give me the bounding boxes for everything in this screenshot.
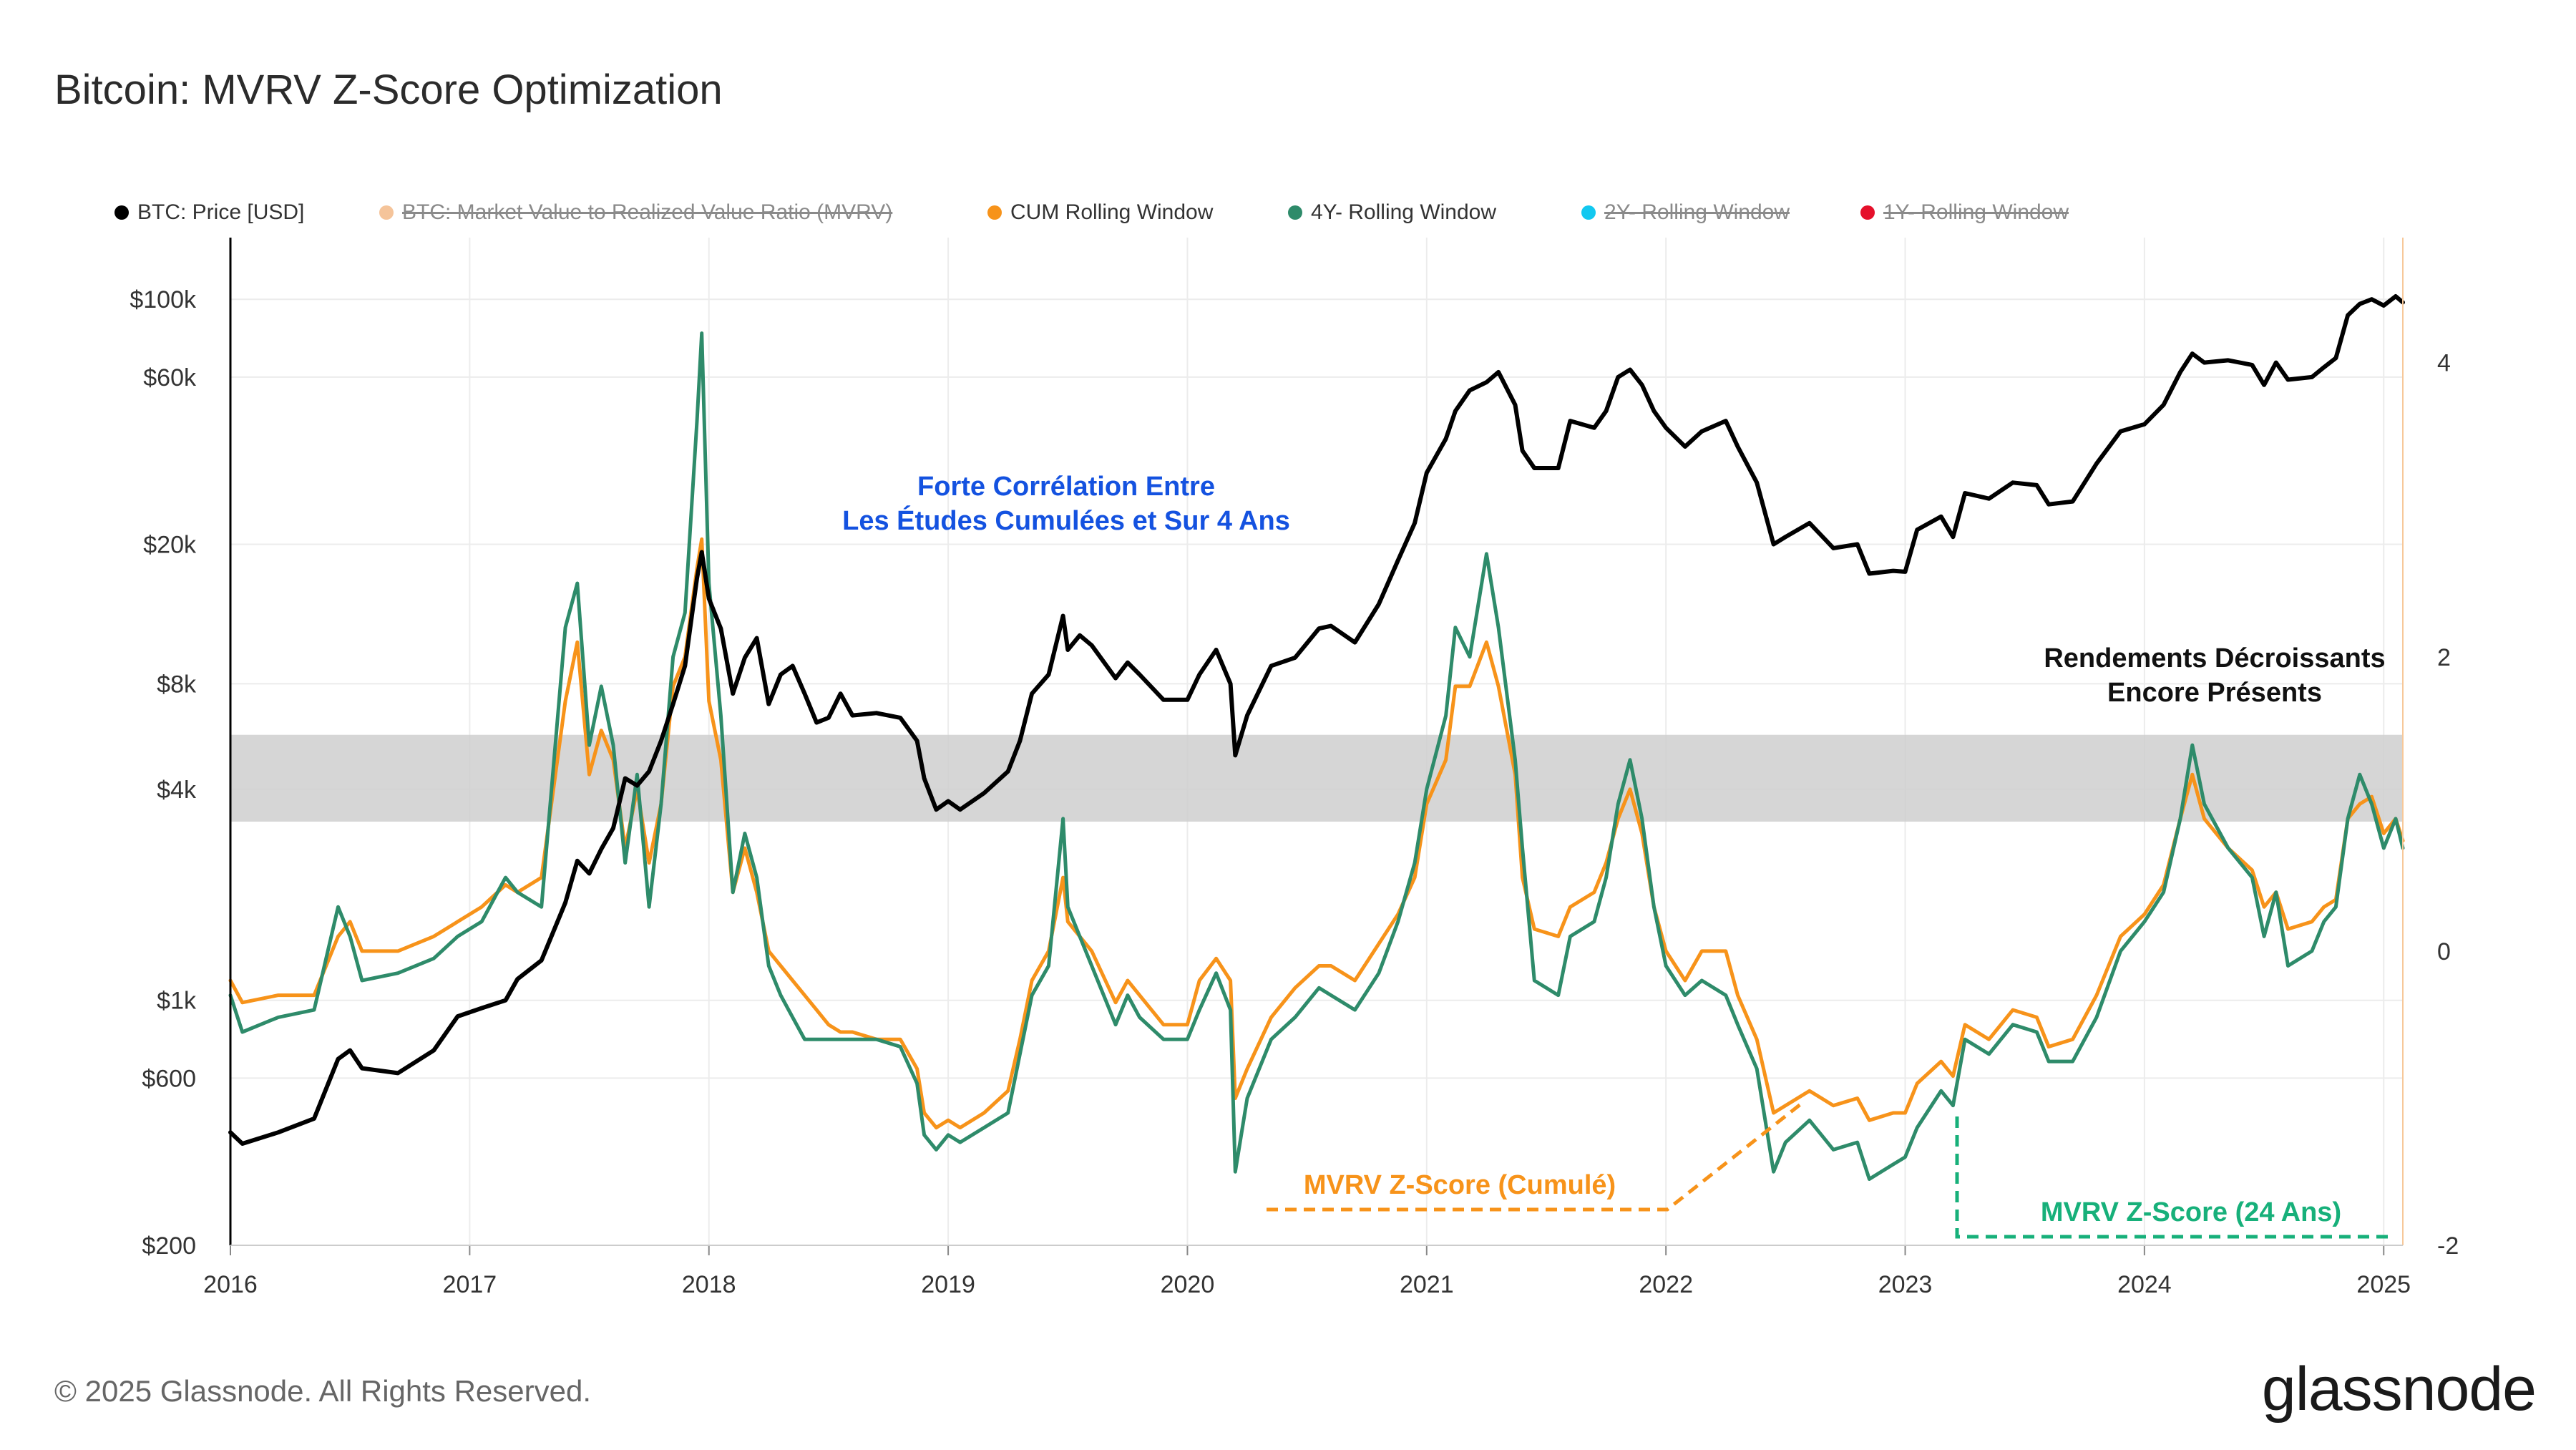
y-left-tick-label: $8k — [157, 671, 197, 698]
glassnode-logo[interactable]: glassnode — [2261, 1355, 2537, 1424]
y-right-tick-label: 0 — [2437, 938, 2451, 965]
legend: BTC: Price [USD] BTC: Market Value to Re… — [114, 200, 2476, 232]
legend-price-dot-icon — [114, 205, 129, 220]
x-tick-label: 2021 — [1400, 1271, 1454, 1298]
highlight-band — [230, 734, 2403, 822]
x-tick-label: 2023 — [1878, 1271, 1933, 1298]
legend-item-1y[interactable]: 1Y- Rolling Window — [1860, 200, 2069, 225]
annotation-4y-leader — [1955, 1116, 2390, 1239]
legend-cum-label: CUM Rolling Window — [1010, 200, 1214, 224]
annotation-returns-line2: Encore Présents — [2107, 678, 2322, 708]
gridlines — [230, 238, 2403, 1246]
y-left-tick-label: $20k — [143, 532, 197, 559]
x-tick-label: 2025 — [2356, 1271, 2411, 1298]
y-right-tick-label: 2 — [2437, 644, 2451, 671]
series-line-4y-rolling-window — [228, 331, 2405, 1181]
annotation-cum-leader — [1267, 1101, 1805, 1212]
y-left-tick-label: $1k — [157, 988, 197, 1015]
x-tick-label: 2024 — [2117, 1271, 2172, 1298]
legend-1y-label: 1Y- Rolling Window — [1883, 200, 2069, 224]
y-left-tick-label: $4k — [157, 777, 197, 804]
legend-4y-dot-icon — [1288, 205, 1302, 220]
x-tick-label: 2016 — [203, 1271, 258, 1298]
annotation-correlation-line1: Forte Corrélation Entre — [917, 472, 1215, 502]
legend-4y-label: 4Y- Rolling Window — [1311, 200, 1497, 224]
legend-2y-label: 2Y- Rolling Window — [1604, 200, 1790, 224]
series-line-btc-price-usd — [228, 294, 2405, 1146]
y-right-tick-label: -2 — [2437, 1232, 2459, 1260]
legend-mvrv-dot-icon — [379, 205, 394, 220]
legend-mvrv-label: BTC: Market Value to Realized Value Rati… — [402, 200, 893, 224]
legend-item-mvrv[interactable]: BTC: Market Value to Realized Value Rati… — [379, 200, 892, 225]
annotation-correlation-line2: Les Études Cumulées et Sur 4 Ans — [842, 505, 1290, 536]
y-left-tick-label: $200 — [142, 1232, 196, 1260]
x-tick-label: 2022 — [1639, 1271, 1693, 1298]
legend-cum-dot-icon — [987, 205, 1002, 220]
annotation-4y-label: MVRV Z-Score (24 Ans) — [2041, 1197, 2341, 1227]
legend-item-2y[interactable]: 2Y- Rolling Window — [1581, 200, 1790, 225]
legend-price-label: BTC: Price [USD] — [137, 200, 305, 224]
x-tick-label: 2020 — [1161, 1271, 1215, 1298]
legend-item-cum[interactable]: CUM Rolling Window — [987, 200, 1213, 225]
legend-item-4y[interactable]: 4Y- Rolling Window — [1288, 200, 1496, 225]
y-left-tick-label: $600 — [142, 1065, 196, 1092]
chart-title: Bitcoin: MVRV Z-Score Optimization — [54, 67, 723, 113]
x-tick-label: 2017 — [443, 1271, 497, 1298]
annotation-returns-line1: Rendements Décroissants — [2044, 643, 2385, 673]
copyright-footer: © 2025 Glassnode. All Rights Reserved. — [54, 1374, 592, 1408]
series-lines — [228, 294, 2405, 1181]
legend-2y-dot-icon — [1581, 205, 1596, 220]
y-right-tick-label: 4 — [2437, 350, 2451, 377]
annotation-cum-label: MVRV Z-Score (Cumulé) — [1304, 1170, 1616, 1200]
series-line-cum-rolling-window — [228, 537, 2405, 1130]
legend-item-price[interactable]: BTC: Price [USD] — [114, 200, 304, 225]
x-tick-label: 2018 — [682, 1271, 736, 1298]
y-left-tick-label: $100k — [130, 286, 197, 313]
legend-1y-dot-icon — [1860, 205, 1875, 220]
y-left-tick-label: $60k — [143, 364, 197, 391]
x-tick-label: 2019 — [921, 1271, 975, 1298]
